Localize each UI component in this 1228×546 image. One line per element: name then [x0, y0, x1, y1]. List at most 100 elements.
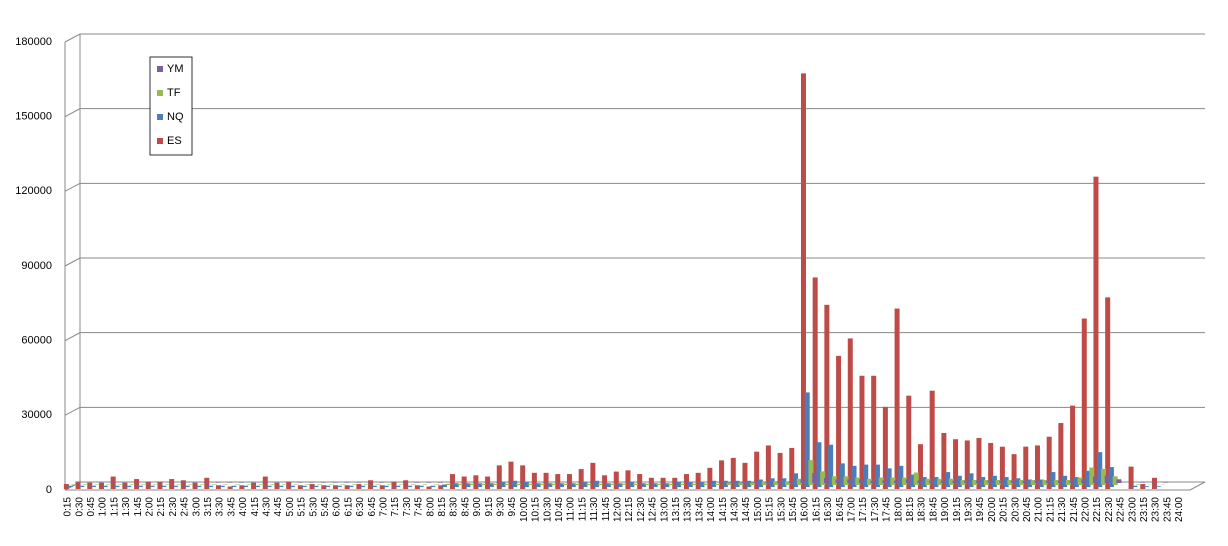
x-tick-label: 19:30 — [964, 497, 975, 522]
y-tick-label: 30000 — [21, 409, 52, 421]
bar — [1144, 486, 1150, 487]
bar — [976, 480, 982, 483]
bar — [953, 439, 959, 489]
bar — [948, 478, 954, 485]
bar — [453, 483, 459, 487]
bar — [134, 479, 140, 489]
bar — [172, 485, 178, 487]
x-tick-label: 2:45 — [180, 497, 191, 517]
x-tick-label: 20:45 — [1022, 497, 1033, 522]
bar — [469, 483, 475, 485]
bar — [403, 480, 409, 489]
grid-line — [64, 33, 1205, 43]
bar — [500, 482, 506, 487]
x-tick-label: 22:45 — [1116, 497, 1127, 522]
bar — [391, 481, 397, 489]
bar — [1093, 176, 1099, 489]
legend-swatch — [157, 138, 163, 144]
bar — [804, 392, 810, 487]
bar — [543, 472, 549, 489]
x-tick-label: 9:15 — [484, 497, 495, 517]
bar — [477, 483, 483, 487]
x-tick-label: 16:45 — [835, 497, 846, 522]
bar — [1050, 472, 1056, 487]
bar — [632, 483, 638, 485]
bar — [613, 471, 619, 489]
bar — [921, 477, 927, 487]
bar — [1042, 480, 1048, 485]
x-tick-label: 17:15 — [858, 497, 869, 522]
bar — [660, 477, 666, 489]
bar — [929, 480, 935, 483]
x-tick-label: 17:30 — [870, 497, 881, 522]
bar — [1132, 485, 1138, 487]
bar — [621, 483, 627, 485]
bar — [824, 304, 830, 489]
bar — [874, 464, 880, 487]
bar — [1007, 480, 1013, 485]
bar — [719, 460, 725, 489]
bar — [231, 485, 237, 487]
bar — [839, 463, 845, 487]
bar — [336, 485, 342, 487]
x-tick-label: 19:15 — [952, 497, 963, 522]
bar — [605, 483, 611, 487]
bar — [648, 477, 654, 489]
grid-line — [64, 406, 1205, 416]
bar — [863, 464, 869, 487]
bar — [102, 485, 108, 487]
x-tick-label: 11:45 — [601, 497, 612, 522]
bar — [344, 485, 350, 489]
bar — [1038, 479, 1044, 487]
bar — [999, 446, 1005, 489]
y-tick-label: 90000 — [21, 260, 52, 272]
bar — [937, 478, 943, 485]
bar — [960, 480, 966, 485]
x-tick-label: 9:00 — [472, 497, 483, 517]
bar — [368, 480, 374, 489]
bar — [1089, 467, 1095, 485]
x-tick-label: 2:30 — [168, 497, 179, 517]
x-tick-label: 23:15 — [1139, 497, 1150, 522]
bar — [559, 483, 565, 487]
y-tick-label: 0 — [46, 484, 52, 496]
bar — [562, 483, 568, 485]
x-tick-label: 19:45 — [975, 497, 986, 522]
bar — [1155, 486, 1161, 487]
legend-label: NQ — [167, 111, 184, 123]
bar — [586, 483, 592, 485]
x-tick-label: 15:30 — [776, 497, 787, 522]
bar — [847, 479, 853, 483]
x-tick-label: 10:30 — [542, 497, 553, 522]
bar — [1069, 480, 1075, 483]
bar — [1112, 476, 1118, 485]
bar — [325, 485, 331, 487]
bar — [761, 481, 767, 485]
x-tick-label: 12:00 — [613, 497, 624, 522]
bar — [157, 481, 163, 489]
bar — [995, 480, 1001, 485]
x-tick-label: 20:30 — [1010, 497, 1021, 522]
bar — [208, 485, 214, 487]
bar — [754, 451, 760, 489]
x-tick-label: 20:00 — [987, 497, 998, 522]
bar — [492, 483, 498, 485]
bar — [1097, 452, 1103, 487]
x-tick-label: 22:00 — [1081, 497, 1092, 522]
x-tick-label: 23:00 — [1127, 497, 1138, 522]
bar — [286, 481, 292, 489]
bar — [192, 482, 198, 489]
bar — [695, 472, 701, 489]
x-tick-label: 19:00 — [940, 497, 951, 522]
bar — [63, 484, 69, 489]
bar — [980, 477, 986, 487]
legend-label: ES — [167, 135, 182, 147]
bar — [91, 485, 97, 487]
x-tick-label: 16:00 — [800, 497, 811, 522]
x-tick-label: 15:15 — [765, 497, 776, 522]
x-tick-label: 3:00 — [191, 497, 202, 517]
bar — [726, 482, 732, 485]
bar — [816, 442, 822, 487]
bar — [831, 476, 837, 485]
bar — [184, 485, 190, 487]
